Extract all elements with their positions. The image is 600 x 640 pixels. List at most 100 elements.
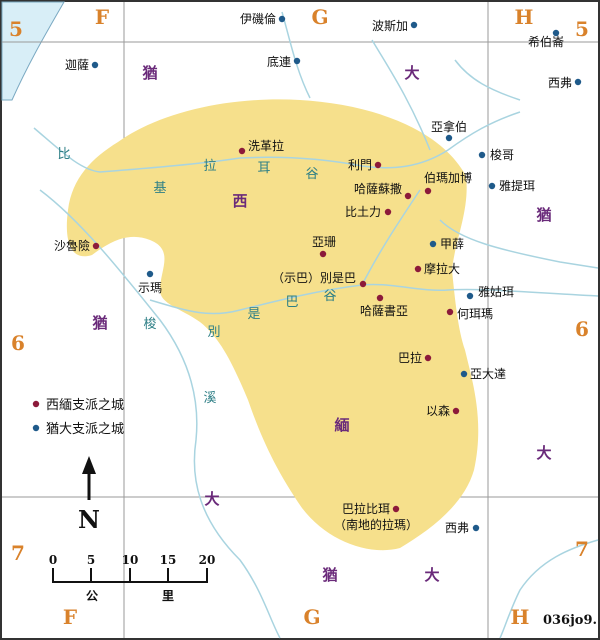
region-label-judah-you: 猶: [92, 314, 107, 332]
wadi-link: [361, 189, 421, 286]
city-label: 示瑪: [138, 281, 162, 295]
grid-col-H-top: H: [515, 5, 534, 29]
scale-tick-label: 5: [87, 553, 95, 567]
city-dot-judah: [293, 57, 301, 65]
region-label-judah-da: 大: [536, 444, 551, 462]
city-dot-simeon: [424, 354, 432, 362]
wadi-ne: [454, 59, 521, 101]
scale-tick-label: 0: [49, 553, 57, 567]
grid-row-7-left: 7: [11, 541, 25, 565]
legend-judah-dot: [32, 424, 40, 432]
river-label: 溪: [203, 391, 216, 406]
besor-brook: [39, 189, 281, 639]
map-code: 036jo9.: [543, 613, 597, 628]
city-label: 波斯加: [372, 19, 408, 33]
grid-row-6-left: 6: [11, 331, 25, 355]
city-dot-simeon: [384, 208, 392, 216]
river-label: 谷: [323, 289, 336, 304]
region-label-judah-you: 猶: [536, 206, 551, 224]
city-label: 亞拿伯: [431, 119, 467, 134]
north-arrow: N: [78, 456, 100, 534]
city-dot-simeon: [414, 265, 422, 273]
city-label: 哈薩書亞: [360, 304, 408, 318]
city-note: （南地的拉瑪）: [334, 517, 418, 532]
city-label: 比土力: [345, 205, 381, 219]
river-label: 別: [207, 325, 220, 340]
cities: 伊磯倫 波斯加 希伯崙 迦薩 底連 西弗 亞拿伯 梭哥 洗革拉 利門 哈薩蘇撒 …: [54, 12, 582, 535]
eastern-wadi: [371, 39, 431, 151]
city-label: 哈薩蘇撒: [354, 181, 402, 196]
scale-tick-label: 20: [199, 553, 216, 567]
river-label: 拉: [203, 159, 216, 174]
city-label: 亞大達: [470, 367, 506, 381]
river-label: 比: [57, 147, 70, 162]
city-dot-simeon: [424, 187, 432, 195]
region-label-judah-da: 大: [404, 64, 419, 82]
region-label-judah-da: 大: [204, 490, 219, 508]
besor-valley: [33, 111, 521, 173]
city-dot-judah: [91, 61, 99, 69]
river-label: 梭: [143, 316, 156, 332]
city-dot-judah: [478, 151, 486, 159]
river-label: 谷: [305, 167, 318, 182]
scale-tick-label: 10: [122, 553, 139, 567]
region-label-simeon-xi: 西: [232, 192, 247, 210]
river-label: 巴: [285, 295, 298, 310]
city-label: （示巴）別是巴: [272, 271, 356, 285]
city-label: 摩拉大: [424, 261, 460, 276]
city-label: 利門: [348, 158, 372, 172]
city-dot-judah: [488, 182, 496, 190]
grid-col-H-bottom: H: [511, 605, 530, 629]
rivers: [33, 11, 599, 639]
city-dot-judah: [552, 29, 560, 37]
grid-row-5-right: 5: [575, 17, 589, 41]
sea-area: [1, 1, 65, 101]
city-label: 巴拉比珥: [342, 501, 390, 516]
river-label: 基: [153, 181, 166, 196]
city-label: 西弗: [548, 76, 572, 90]
city-dot-simeon: [374, 161, 382, 169]
region-label-judah-you: 猶: [142, 64, 157, 82]
scale-tick-label: 15: [160, 553, 177, 567]
grid-row-6-right: 6: [575, 317, 589, 341]
wadi-south: [499, 539, 599, 639]
legend: 西緬支派之城 猶大支派之城: [32, 398, 124, 437]
city-dot-simeon: [92, 242, 100, 250]
city-label: 甲薛: [440, 237, 464, 251]
river-label: 是: [247, 307, 260, 322]
city-dot-judah: [574, 78, 582, 86]
city-label: 伊磯倫: [240, 12, 276, 26]
city-dot-simeon: [319, 250, 327, 258]
city-label: 雅姑珥: [478, 284, 514, 299]
river-label: 耳: [257, 161, 270, 176]
region-label-judah-you: 猶: [322, 566, 337, 584]
city-dot-simeon: [446, 308, 454, 316]
grid-row-5-left: 5: [9, 17, 23, 41]
city-dot-judah: [472, 524, 480, 532]
north-arrow-head-icon: [82, 456, 96, 474]
city-label: 巴拉: [398, 350, 422, 365]
grid-col-G-bottom: G: [303, 605, 320, 629]
city-label: 何珥瑪: [457, 307, 493, 321]
simeon-territory: [66, 99, 479, 551]
city-dot-simeon: [392, 505, 400, 513]
city-dot-simeon: [404, 192, 412, 200]
grid-row-7-right: 7: [575, 537, 589, 561]
city-label: 西弗: [445, 521, 469, 535]
city-label: 沙魯險: [54, 238, 90, 253]
city-dot-judah: [278, 15, 286, 23]
city-label: 雅提珥: [499, 178, 535, 193]
scale-unit-right: 里: [162, 588, 174, 603]
grid-col-G-top: G: [311, 5, 328, 29]
city-label: 迦薩: [65, 58, 89, 72]
city-dot-judah: [429, 240, 437, 248]
legend-simeon-dot: [32, 400, 40, 408]
scale-unit-left: 公: [86, 589, 98, 603]
city-dot-judah: [466, 292, 474, 300]
city-label: 伯瑪加博: [424, 170, 472, 185]
city-label: 洗革拉: [248, 138, 284, 153]
city-dot-judah: [146, 270, 154, 278]
city-label: 希伯崙: [528, 34, 564, 49]
legend-simeon-label: 西緬支派之城: [46, 398, 124, 413]
